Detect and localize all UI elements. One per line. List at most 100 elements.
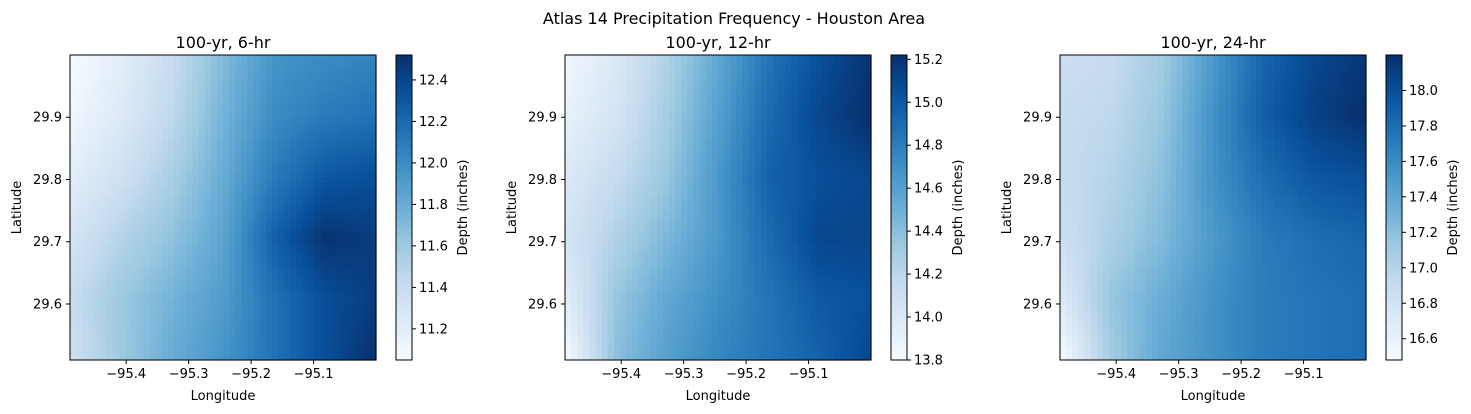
heatmap-cell bbox=[88, 225, 96, 233]
heatmap-cell bbox=[669, 158, 676, 166]
heatmap-cell bbox=[216, 262, 224, 270]
heatmap-cell bbox=[644, 231, 652, 239]
heatmap-cell bbox=[333, 55, 340, 62]
heatmap-cell bbox=[302, 146, 310, 154]
heatmap-cell bbox=[235, 177, 242, 184]
heatmap-cell bbox=[748, 85, 756, 93]
heatmap-cell bbox=[711, 195, 719, 202]
heatmap-cell bbox=[846, 299, 854, 306]
heatmap-cell bbox=[229, 268, 236, 276]
heatmap-cell bbox=[271, 183, 279, 190]
heatmap-cell bbox=[724, 91, 731, 99]
heatmap-cell bbox=[699, 158, 707, 166]
heatmap-cell bbox=[742, 219, 750, 227]
heatmap-cell bbox=[565, 323, 572, 331]
heatmap-cell bbox=[632, 286, 640, 294]
heatmap-cell bbox=[650, 195, 658, 202]
heatmap-cell bbox=[730, 164, 737, 172]
heatmap-cell bbox=[265, 67, 273, 74]
heatmap-cell bbox=[308, 274, 316, 282]
heatmap-cell bbox=[210, 292, 218, 300]
heatmap-cell bbox=[82, 67, 89, 74]
heatmap-cell bbox=[314, 231, 322, 239]
heatmap-cell bbox=[247, 128, 255, 135]
heatmap-cell bbox=[278, 305, 285, 312]
heatmap-cell bbox=[229, 195, 236, 202]
heatmap-cell bbox=[840, 335, 848, 343]
heatmap-cell bbox=[724, 134, 731, 141]
heatmap-cell bbox=[779, 305, 786, 312]
heatmap-cell bbox=[167, 152, 175, 160]
heatmap-cell bbox=[613, 79, 621, 87]
heatmap-cell bbox=[106, 61, 114, 68]
heatmap-cell bbox=[192, 146, 200, 154]
heatmap-cell bbox=[638, 347, 646, 355]
heatmap-cell bbox=[216, 61, 224, 68]
heatmap-cell bbox=[730, 134, 737, 141]
heatmap-cell bbox=[705, 116, 713, 123]
heatmap-cell bbox=[620, 207, 627, 215]
heatmap-cell bbox=[253, 61, 261, 68]
heatmap-cell bbox=[571, 97, 578, 105]
heatmap-cell bbox=[229, 97, 236, 105]
heatmap-cell bbox=[589, 97, 597, 105]
heatmap-cell bbox=[730, 152, 737, 160]
heatmap-cell bbox=[296, 286, 304, 294]
heatmap-cell bbox=[736, 128, 744, 135]
heatmap-cell bbox=[797, 109, 805, 117]
heatmap-cell bbox=[363, 152, 371, 160]
heatmap-cell bbox=[290, 170, 298, 178]
heatmap-cell bbox=[852, 177, 860, 184]
heatmap-cell bbox=[339, 177, 346, 184]
heatmap-cell bbox=[290, 146, 298, 154]
heatmap-cell bbox=[302, 55, 310, 62]
heatmap-cell bbox=[858, 146, 866, 154]
heatmap-cell bbox=[577, 317, 584, 324]
heatmap-cell bbox=[284, 341, 291, 349]
heatmap-cell bbox=[730, 146, 737, 154]
heatmap-cell bbox=[174, 146, 181, 154]
heatmap-cell bbox=[797, 299, 805, 306]
heatmap-cell bbox=[333, 183, 340, 190]
heatmap-cell bbox=[131, 177, 138, 184]
heatmap-cell bbox=[693, 85, 701, 93]
heatmap-cell bbox=[320, 305, 328, 312]
heatmap-cell bbox=[112, 195, 120, 202]
heatmap-cell bbox=[797, 244, 805, 251]
heatmap-cell bbox=[858, 67, 866, 74]
heatmap-cell bbox=[730, 97, 737, 105]
heatmap-cell bbox=[699, 79, 707, 87]
heatmap-cell bbox=[88, 213, 96, 221]
heatmap-cell bbox=[858, 91, 866, 99]
heatmap-cell bbox=[210, 67, 218, 74]
heatmap-cell bbox=[155, 73, 163, 80]
heatmap-cell bbox=[773, 201, 780, 209]
heatmap-cell bbox=[241, 97, 249, 105]
heatmap-cell bbox=[620, 213, 627, 221]
heatmap-cell bbox=[632, 201, 640, 209]
heatmap-cell bbox=[259, 85, 267, 93]
heatmap-cell bbox=[656, 213, 664, 221]
heatmap-cell bbox=[840, 103, 848, 111]
heatmap-cell bbox=[864, 329, 872, 337]
heatmap-cell bbox=[687, 128, 695, 135]
heatmap-cell bbox=[186, 146, 193, 154]
heatmap-cell bbox=[143, 335, 151, 343]
heatmap-cell bbox=[730, 201, 737, 209]
heatmap-cell bbox=[632, 341, 640, 349]
heatmap-cell bbox=[638, 213, 646, 221]
heatmap-cell bbox=[333, 317, 340, 324]
heatmap-cell bbox=[669, 256, 676, 263]
heatmap-cell bbox=[76, 274, 83, 282]
heatmap-cell bbox=[803, 341, 811, 349]
heatmap-cell bbox=[216, 67, 224, 74]
heatmap-cell bbox=[791, 335, 799, 343]
heatmap-cell bbox=[632, 67, 640, 74]
heatmap-cell bbox=[760, 256, 768, 263]
heatmap-cell bbox=[100, 292, 108, 300]
heatmap-cell bbox=[70, 305, 77, 312]
heatmap-cell bbox=[748, 305, 756, 312]
heatmap-cell bbox=[223, 61, 230, 68]
heatmap-cell bbox=[198, 213, 206, 221]
heatmap-cell bbox=[595, 109, 603, 117]
